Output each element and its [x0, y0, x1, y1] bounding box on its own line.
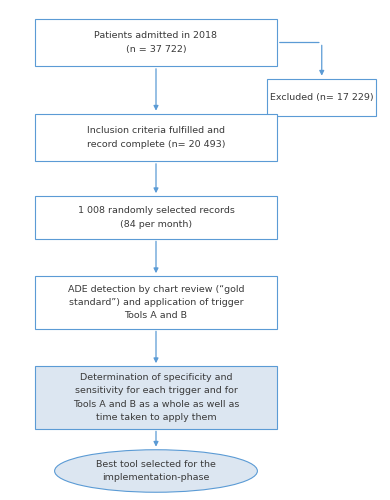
Text: Excluded (n= 17 229): Excluded (n= 17 229): [270, 93, 374, 102]
FancyBboxPatch shape: [267, 78, 376, 116]
Ellipse shape: [55, 450, 257, 492]
FancyBboxPatch shape: [35, 18, 277, 66]
FancyBboxPatch shape: [35, 366, 277, 428]
Text: Determination of specificity and
sensitivity for each trigger and for
Tools A an: Determination of specificity and sensiti…: [73, 373, 239, 422]
Text: Best tool selected for the
implementation-phase: Best tool selected for the implementatio…: [96, 460, 216, 482]
FancyBboxPatch shape: [35, 196, 277, 239]
Text: Patients admitted in 2018
(n = 37 722): Patients admitted in 2018 (n = 37 722): [94, 32, 218, 54]
Text: Inclusion criteria fulfilled and
record complete (n= 20 493): Inclusion criteria fulfilled and record …: [87, 126, 225, 148]
FancyBboxPatch shape: [35, 114, 277, 161]
FancyBboxPatch shape: [35, 276, 277, 329]
Text: ADE detection by chart review (“gold
standard”) and application of trigger
Tools: ADE detection by chart review (“gold sta…: [68, 285, 244, 320]
Text: 1 008 randomly selected records
(84 per month): 1 008 randomly selected records (84 per …: [78, 206, 234, 229]
